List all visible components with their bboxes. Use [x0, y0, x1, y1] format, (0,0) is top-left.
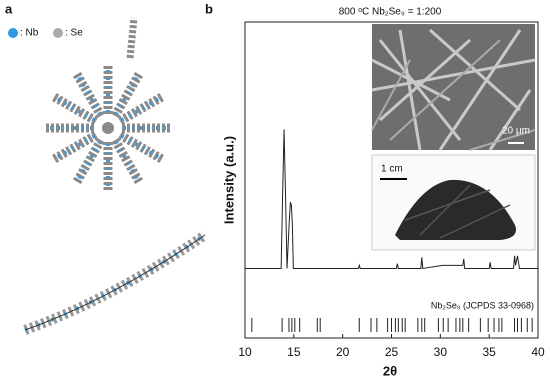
- photo: 1 cm: [371, 154, 536, 251]
- panel-label: b: [205, 1, 213, 16]
- legend-label: : Se: [65, 28, 83, 39]
- chain: [23, 230, 208, 335]
- x-tick-label: 30: [434, 345, 448, 359]
- legend-swatch: [8, 28, 18, 38]
- x-tick-label: 25: [385, 345, 399, 359]
- x-tick-label: 20: [336, 345, 350, 359]
- scale-bar-label: 1 cm: [381, 164, 403, 175]
- x-axis-label: 2θ: [383, 363, 397, 378]
- scale-bar-label: 20 μm: [502, 126, 530, 137]
- x-tick-label: 40: [531, 345, 545, 359]
- legend-label: : Nb: [20, 28, 39, 39]
- sem-image: 20 μm: [371, 24, 536, 151]
- chart-title: 800 ᵒC Nb₂Se₉ = 1:200: [339, 7, 442, 18]
- legend-swatch: [53, 28, 63, 38]
- xrd-line: [245, 129, 538, 270]
- x-tick-label: 35: [482, 345, 496, 359]
- x-tick-label: 15: [287, 345, 301, 359]
- reference-label: Nb₂Se₉ (JCPDS 33-0968): [431, 300, 534, 310]
- y-axis-label: Intensity (a.u.): [221, 136, 236, 224]
- x-tick-label: 10: [238, 345, 252, 359]
- crystal-structure: [46, 17, 170, 190]
- panel-label: a: [5, 1, 13, 16]
